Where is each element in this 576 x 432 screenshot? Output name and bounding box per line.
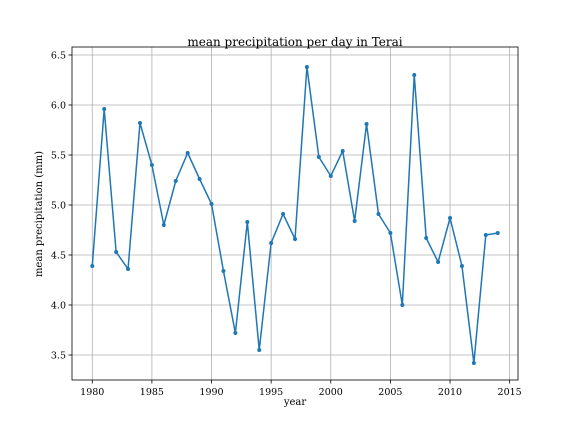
point xyxy=(316,155,321,159)
plot-frame xyxy=(71,46,519,381)
point xyxy=(495,231,500,235)
chart-title: mean precipitation per day in Terai xyxy=(187,35,402,49)
y-tick-label: 6.5 xyxy=(51,51,66,62)
point xyxy=(233,331,238,335)
ticks: 3.5 4.0 4.5 5.0 5.5 6.0 6.5 1980 1985 1990 1995 200… xyxy=(51,47,522,398)
point xyxy=(364,122,369,126)
x-tick-label: 1980 xyxy=(80,387,104,398)
point xyxy=(376,212,381,216)
y-tick-label: 5.5 xyxy=(51,151,66,162)
point xyxy=(245,220,250,224)
y-tick-label: 6.0 xyxy=(51,101,66,112)
point xyxy=(436,260,441,264)
point xyxy=(483,233,488,237)
point xyxy=(161,223,166,227)
point xyxy=(173,179,178,183)
point xyxy=(424,236,429,240)
point xyxy=(412,73,417,77)
point xyxy=(269,241,274,245)
point xyxy=(257,348,262,352)
point xyxy=(388,231,393,235)
point xyxy=(352,219,357,223)
x-axis-label: year xyxy=(283,397,307,408)
point xyxy=(197,177,202,181)
x-tick-label: 1990 xyxy=(199,387,223,398)
point xyxy=(102,107,107,111)
point xyxy=(126,267,131,271)
point xyxy=(137,121,142,125)
point xyxy=(471,361,476,365)
y-tick-label: 4.5 xyxy=(51,251,66,262)
point xyxy=(328,174,333,178)
point xyxy=(293,237,297,241)
y-tick-label: 3.5 xyxy=(51,351,66,362)
point xyxy=(114,250,119,254)
x-tick-label: 2010 xyxy=(438,387,462,398)
y-tick-label: 5.0 xyxy=(51,201,66,212)
x-tick-label: 2005 xyxy=(378,387,402,398)
point xyxy=(459,264,464,268)
x-tick-label: 2000 xyxy=(319,387,343,398)
point xyxy=(448,216,453,220)
x-tick-label: 1995 xyxy=(259,387,283,398)
y-axis-label: mean precipitation (mm) xyxy=(34,151,45,277)
point xyxy=(400,303,405,307)
x-tick-label: 1985 xyxy=(140,387,164,398)
point xyxy=(281,212,286,216)
x-tick-label: 2015 xyxy=(498,387,522,398)
point xyxy=(90,264,95,268)
point xyxy=(304,65,309,69)
point xyxy=(149,163,154,167)
point xyxy=(185,151,190,155)
point xyxy=(340,149,345,153)
point xyxy=(221,269,226,273)
y-tick-label: 4.0 xyxy=(51,301,66,312)
point xyxy=(209,202,214,206)
